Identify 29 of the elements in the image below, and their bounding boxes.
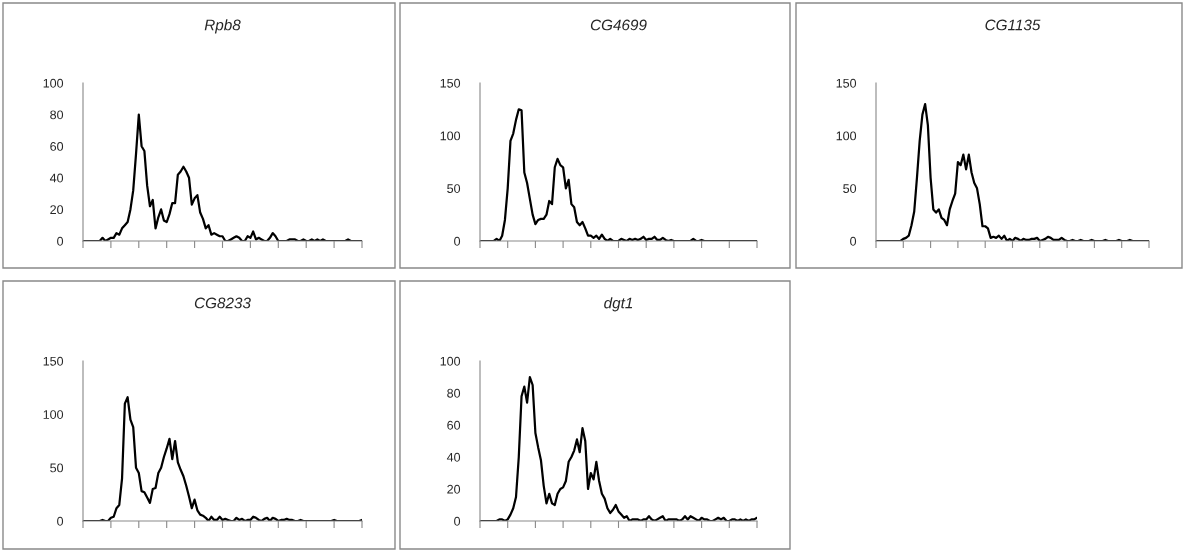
y-tick-label: 80 [447, 388, 461, 398]
chart-title: Rpb8 [204, 19, 241, 34]
y-tick-label: 100 [43, 410, 64, 419]
y-tick-label: 50 [447, 184, 461, 193]
y-tick-label: 0 [850, 236, 857, 246]
y-tick-label: 0 [454, 516, 461, 526]
y-tick-label: 150 [440, 78, 461, 88]
chart-title: CG4699 [590, 19, 647, 31]
y-tick-label: 20 [447, 484, 461, 494]
y-tick-label: 40 [49, 173, 64, 183]
y-tick-label: 150 [43, 356, 64, 366]
y-tick-label: 40 [446, 452, 461, 462]
y-tick-label: 150 [836, 78, 857, 88]
y-tick-label: 50 [50, 463, 64, 473]
y-tick-label: 50 [843, 184, 857, 193]
y-tick-label: 0 [57, 236, 64, 246]
chart-title: CG1135 [985, 19, 1041, 31]
chart-title: dgt1 [604, 297, 633, 312]
y-tick-label: 80 [50, 110, 64, 120]
y-tick-label: 60 [447, 420, 461, 430]
y-tick-label: 0 [454, 236, 461, 246]
y-tick-label: 20 [50, 205, 64, 215]
y-tick-label: 100 [440, 131, 461, 141]
chart-title: CG8233 [194, 297, 251, 309]
y-tick-label: 0 [57, 516, 64, 526]
y-tick-label: 100 [43, 78, 64, 88]
y-tick-label: 100 [440, 356, 461, 366]
y-tick-label: 100 [836, 131, 857, 141]
y-tick-label: 60 [50, 142, 64, 151]
